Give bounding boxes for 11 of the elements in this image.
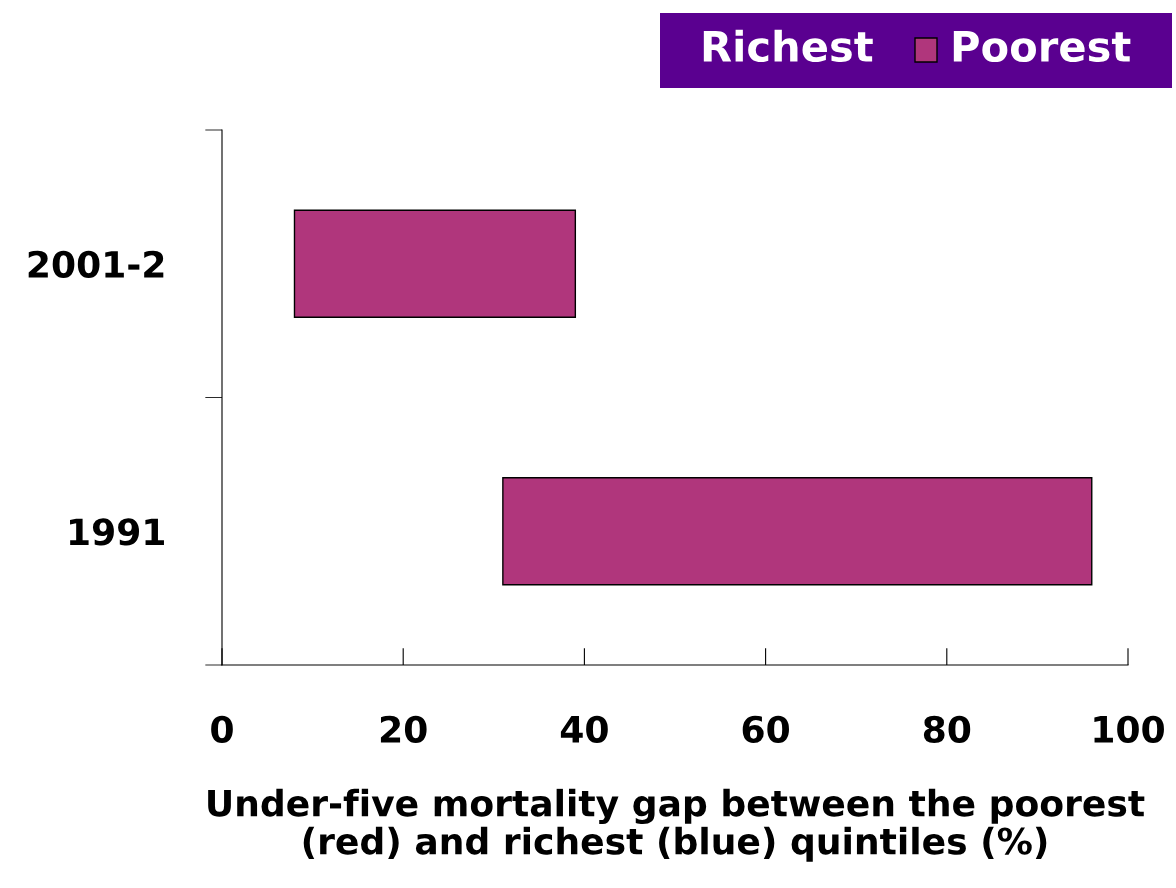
- x-axis-title: Under-five mortality gap between the poorest (red) and richest (blue) quintiles (%): [208, 788, 1145, 862]
- x-tick-label: 20: [380, 715, 427, 743]
- x-tick-label: 80: [923, 715, 971, 743]
- text: Richest: [703, 29, 873, 63]
- x-tick-label: 100: [1094, 715, 1164, 743]
- x-tick-label: 60: [742, 715, 789, 743]
- x-tick-label: 40: [560, 715, 608, 743]
- y-tick-label: 2001-2: [28, 250, 164, 278]
- x-tick-label: 0: [211, 715, 233, 743]
- y-tick-label: 1991: [70, 518, 164, 546]
- text: Poorest: [953, 31, 1131, 63]
